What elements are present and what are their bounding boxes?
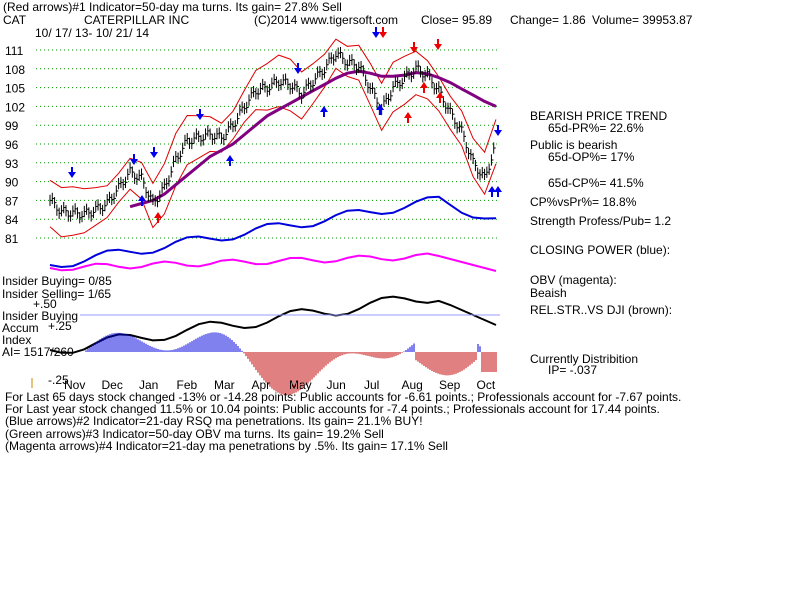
volume-value: Volume= 39953.87 (592, 13, 693, 27)
signal-arrow-down (410, 42, 418, 53)
signal-arrow-up (138, 195, 146, 206)
signal-arrow-down (196, 109, 204, 120)
signal-arrow-up (376, 104, 384, 115)
trend-label: BEARISH PRICE TREND (530, 109, 668, 123)
obv-series (49, 252, 497, 272)
footer-indicator-2: (Blue arrows)#2 Indicator=21-day RSQ ma … (5, 414, 423, 428)
copyright: (C)2014 www.tigersoft.com (254, 13, 399, 27)
month-label: Aug (402, 378, 423, 392)
signal-arrow-down (434, 39, 442, 50)
closing-power-series (49, 195, 497, 269)
price-tick-label: 99 (5, 119, 19, 133)
month-label: Sep (439, 378, 461, 392)
upper-band (49, 38, 497, 190)
obv-status: Beaish (530, 286, 567, 300)
accum-label: Accum (2, 321, 39, 335)
price-bars (49, 46, 496, 224)
signal-arrows (68, 27, 502, 223)
signal-arrow-down (294, 63, 302, 74)
price-tick-label: 93 (5, 157, 19, 171)
footer-year-change: For Last year stock changed 11.5% or 10.… (5, 402, 660, 416)
price-tick-label: 84 (5, 213, 19, 227)
closing-power-label: CLOSING POWER (blue): (530, 243, 671, 257)
accumulation-index (80, 314, 500, 395)
signal-arrow-down (68, 167, 76, 178)
closing-power-line (49, 195, 497, 269)
month-label: Jun (327, 378, 346, 392)
signal-arrow-up (488, 186, 496, 197)
price-tick-label: 111 (5, 44, 24, 58)
footer-65day-change: For Last 65 days stock changed -13% or -… (5, 390, 682, 404)
signal-arrow-down (150, 147, 158, 158)
price-tick-label: 96 (5, 138, 19, 152)
ip-value: IP= -.037 (548, 363, 598, 377)
price-tick-label: 102 (5, 100, 25, 114)
footer-indicator-4: (Magenta arrows)#4 Indicator=21-day ma p… (5, 439, 448, 453)
distribution-label: Currently Distribition (530, 352, 639, 366)
month-axis: Nov Dec Jan Feb Mar Apr May Jun Jul Aug Sep Oct (31, 378, 496, 392)
price-tick-label: 81 (5, 232, 19, 246)
indicator-1-title: (Red arrows)#1 Indicator=50-day ma turns… (3, 0, 342, 14)
insider-buying-count: Insider Buying= 0/85 (2, 274, 112, 288)
price-tick-label: 87 (5, 194, 19, 208)
ticker-symbol: CAT (3, 13, 27, 27)
relative-strength-line (49, 295, 497, 354)
public-status: Public is bearish (530, 138, 618, 152)
signal-arrow-up (154, 212, 162, 223)
date-range: 10/ 17/ 13- 10/ 21/ 14 (35, 26, 150, 40)
company-name: CATERPILLAR INC (84, 13, 190, 27)
month-label: Mar (214, 378, 235, 392)
month-label: Jan (139, 378, 158, 392)
trading-bands (49, 38, 497, 238)
signal-arrow-down (379, 27, 387, 38)
month-label: Jul (364, 378, 379, 392)
pr-value: 65d-PR%= 22.6% (548, 121, 644, 135)
month-label: Dec (102, 378, 123, 392)
signal-arrow-down (130, 154, 138, 165)
cp-vs-pr: CP%vsPr%= 18.8% (530, 195, 637, 209)
signal-arrow-up (226, 155, 234, 166)
signal-arrow-down (494, 125, 502, 136)
strength-ratio: Strength Profess/Pub= 1.2 (530, 214, 672, 228)
signal-arrow-up (494, 186, 502, 197)
month-label: May (289, 378, 312, 392)
lower-band (49, 67, 497, 238)
relstr-label: REL.STR..VS DJI (brown): (530, 303, 673, 317)
signal-arrow-up (436, 92, 444, 103)
index-label: Index (2, 333, 32, 347)
op-value: 65d-OP%= 17% (548, 150, 635, 164)
signal-arrow-up (404, 112, 412, 123)
relative-strength-series (49, 295, 497, 354)
month-label: Feb (177, 378, 198, 392)
insider-selling-count: Insider Selling= 1/65 (2, 287, 112, 301)
month-label: Apr (252, 378, 271, 392)
cp-value: 65d-CP%= 41.5% (548, 176, 644, 190)
tick-plus25: +.25 (48, 319, 72, 333)
price-tick-label: 108 (5, 63, 25, 77)
signal-arrow-up (320, 106, 328, 117)
price-gridlines (36, 49, 500, 239)
tick-minus25: -.25 (48, 373, 69, 387)
change-value: Change= 1.86 (510, 13, 586, 27)
close-price: Close= 95.89 (421, 13, 493, 27)
month-label: Nov (64, 378, 85, 392)
price-tick-label: 105 (5, 82, 25, 96)
insider-buying-label: Insider Buying (2, 309, 79, 323)
footer-indicator-3: (Green arrows)#3 Indicator=50-day OBV ma… (5, 427, 384, 441)
tick-plus50: +.50 (33, 297, 57, 311)
signal-arrow-down (372, 27, 380, 38)
ai-value: AI= 1517/260 (2, 345, 74, 359)
signal-arrow-up (420, 82, 428, 93)
price-axis: 81 84 87 90 93 96 99 102 105 108 111 (5, 44, 25, 246)
obv-label: OBV (magenta): (530, 273, 617, 287)
price-tick-label: 90 (5, 176, 19, 190)
obv-line (49, 252, 497, 272)
month-label: Oct (477, 378, 496, 392)
